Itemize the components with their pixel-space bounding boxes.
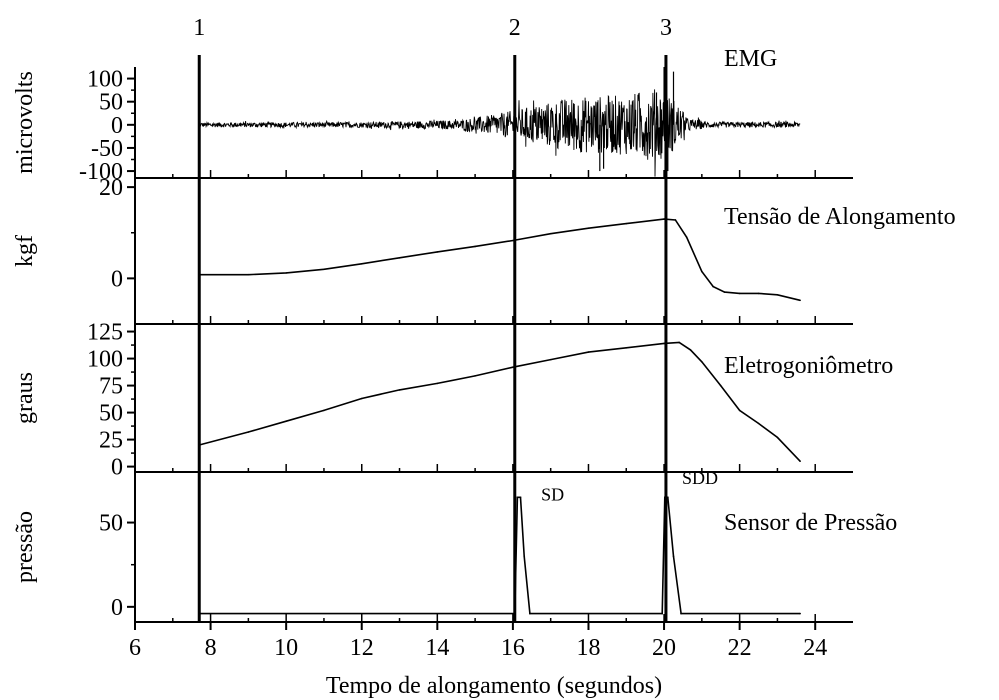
x-tick-label: 20 — [652, 635, 676, 661]
y-tick-label: 0 — [111, 455, 123, 481]
data-point — [776, 294, 779, 296]
data-point — [398, 257, 401, 259]
data-point — [757, 292, 760, 295]
data-point — [776, 436, 779, 439]
x-tick-label: 24 — [803, 635, 827, 661]
data-point — [360, 262, 363, 265]
data-point — [587, 351, 590, 353]
data-point — [474, 375, 476, 377]
data-point — [723, 291, 726, 293]
data-point — [323, 409, 325, 412]
y-tick-label: 0 — [111, 266, 123, 292]
x-tick-label: 10 — [274, 635, 298, 661]
panel-1: 20 0 kgf Tensão de Alongamento — [12, 175, 956, 325]
y-tick-label: -100 — [79, 159, 123, 185]
x-tick-label: 14 — [425, 635, 449, 661]
data-point — [247, 431, 250, 433]
panel-title: Sensor de Pressão — [724, 510, 897, 536]
y-tick-label: 100 — [87, 347, 123, 373]
data-point — [519, 496, 522, 499]
y-tick-label: 125 — [87, 320, 123, 346]
data-point — [474, 245, 476, 248]
panel-3: 50 0 pressão Sensor de Pressão SD SDD — [12, 468, 897, 623]
annotation-label: SDD — [682, 468, 718, 488]
series-line — [199, 218, 801, 302]
data-point — [398, 389, 401, 391]
y-tick-label: 20 — [99, 175, 123, 201]
data-point — [685, 236, 688, 239]
emg-series-line — [199, 89, 801, 177]
y-tick-label: 50 — [99, 401, 123, 427]
x-tick-label: 8 — [205, 635, 217, 661]
y-axis-title: kgf — [12, 235, 38, 267]
x-tick-label: 16 — [501, 635, 525, 661]
series-line — [199, 496, 801, 615]
data-point — [625, 346, 628, 349]
data-point — [701, 270, 703, 273]
data-point — [738, 292, 741, 295]
y-tick-label: 75 — [99, 374, 123, 400]
data-point — [678, 341, 680, 344]
series-line — [198, 341, 801, 462]
data-point — [661, 612, 663, 615]
y-axis-title: pressão — [12, 511, 38, 583]
panel-title: EMG — [724, 46, 777, 72]
y-axis-title: microvolts — [12, 71, 38, 174]
data-point — [674, 219, 677, 221]
panel-title: Tensão de Alongamento — [724, 204, 956, 230]
data-point — [323, 268, 325, 271]
y-tick-label: 25 — [99, 428, 123, 454]
data-point — [799, 612, 801, 615]
x-tick-label: 22 — [728, 635, 752, 661]
data-point — [712, 285, 714, 288]
y-tick-label: 0 — [111, 113, 123, 139]
event-marker-label: 2 — [509, 15, 521, 41]
y-tick-label: 50 — [99, 90, 123, 116]
data-point — [436, 251, 439, 253]
data-point — [680, 612, 682, 615]
data-point — [799, 460, 801, 462]
data-point — [719, 384, 722, 387]
x-tick-label: 6 — [129, 635, 141, 661]
y-axis-title: graus — [12, 372, 38, 424]
data-point — [516, 496, 519, 499]
x-axis-title: Tempo de alongamento (segundos) — [326, 673, 662, 699]
data-point — [625, 222, 628, 225]
data-point — [285, 420, 287, 423]
y-tick-label: -50 — [91, 136, 123, 162]
data-point — [701, 361, 703, 363]
data-point — [757, 422, 760, 425]
data-point — [285, 272, 287, 274]
data-point — [523, 555, 526, 558]
x-tick-label: 18 — [576, 635, 600, 661]
data-point — [689, 349, 692, 351]
data-point — [529, 612, 531, 615]
data-point — [360, 397, 363, 400]
annotation-label: SD — [541, 485, 564, 505]
panel-title: Eletrogoniômetro — [724, 353, 893, 379]
data-point — [587, 227, 590, 229]
y-tick-label: 50 — [99, 511, 123, 537]
y-tick-label: 100 — [87, 67, 123, 93]
y-tick-label: 0 — [111, 595, 123, 621]
x-tick-label: 12 — [350, 635, 374, 661]
data-point — [549, 232, 552, 235]
data-point — [672, 555, 675, 558]
data-point — [247, 273, 250, 276]
event-marker-label: 3 — [660, 15, 672, 41]
event-marker-label: 1 — [193, 15, 205, 41]
data-point — [436, 382, 439, 385]
data-point — [799, 299, 801, 302]
data-point — [549, 358, 552, 361]
data-point — [738, 409, 741, 412]
